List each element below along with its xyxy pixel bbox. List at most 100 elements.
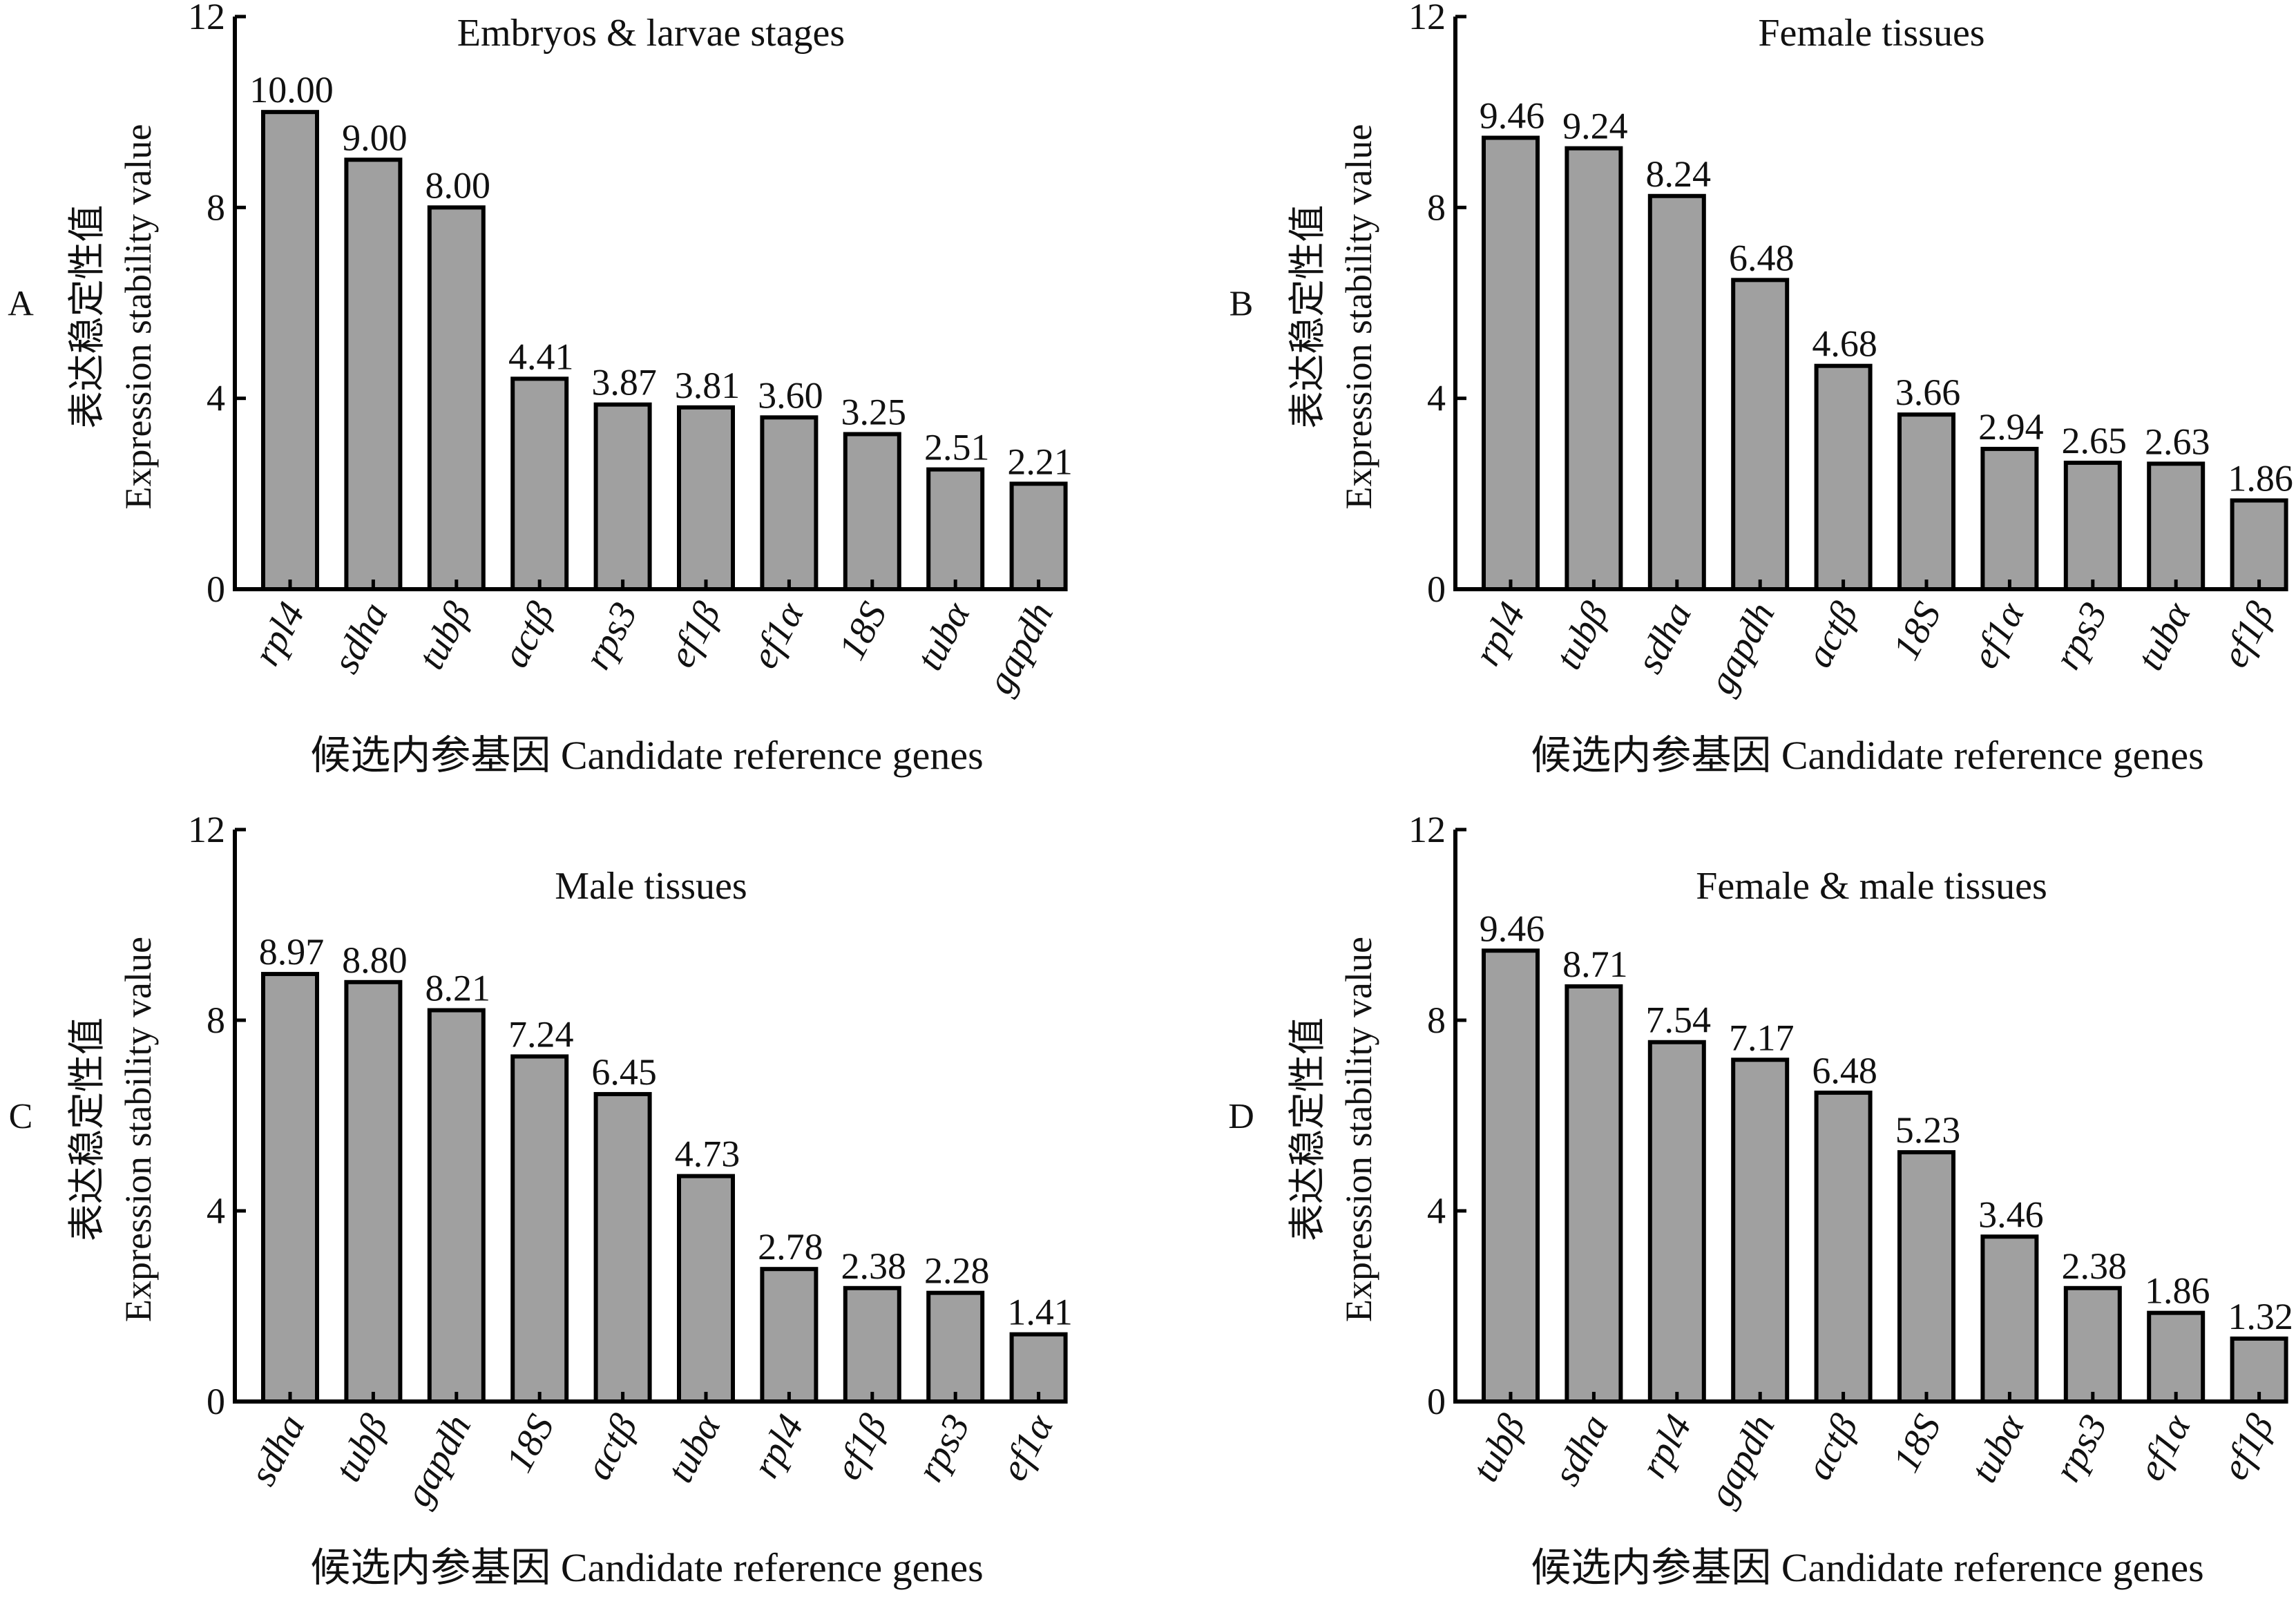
y-axis-title-cn: 表达稳定性值 [66,205,108,429]
x-axis-title: 候选内参基因 Candidate reference genes [310,1545,983,1590]
value-label: 3.60 [758,374,823,416]
y-tick-label: 8 [207,187,225,228]
bar-tubα [677,1174,735,1404]
category-label: 18S [497,1408,562,1479]
value-label: 3.87 [591,362,657,403]
category-label: 18S [1884,595,1949,667]
value-label: 6.45 [591,1051,657,1093]
chart-title: Female tissues [1758,12,1984,55]
category-label: rpl4 [744,1408,812,1485]
category-label: gapdh [396,1408,479,1513]
bar-actβ [593,1091,652,1404]
value-label: 2.38 [2062,1245,2127,1287]
value-label: 2.78 [758,1226,823,1268]
panel-d: D 表达稳定性值 Expression stability value Female … [1228,809,2293,1590]
value-label: 1.41 [1007,1292,1073,1333]
category-label: 18S [1884,1408,1949,1479]
panel-c: C 表达稳定性值 Expression stability value Male ti… [9,809,1073,1590]
bar-sdha [1565,984,1623,1404]
bar-actβ [510,376,569,592]
value-label: 4.41 [508,336,574,377]
category-label: tubα [2129,595,2200,678]
y-tick-label: 12 [188,809,225,850]
chart-title: Male tissues [555,865,747,908]
value-label: 1.32 [2228,1296,2293,1337]
y-axis-title-en: Expression stability value [117,937,159,1322]
panel-b: B 表达稳定性值 Expression stability value Female … [1230,0,2293,778]
category-label: rps3 [576,595,646,676]
category-label: actβ [577,1408,646,1486]
bar-rps3 [926,1290,985,1404]
bar-18S [1897,412,1955,592]
y-tick-label: 4 [207,1190,225,1232]
category-label: ef1α [992,1407,1062,1488]
bar-rpl4 [760,1267,819,1404]
panel-letter: B [1230,285,1254,324]
category-label: rpl4 [1466,595,1534,673]
bar-actβ [1814,1090,1873,1404]
value-label: 4.68 [1812,323,1877,365]
bar-tubβ [1565,146,1623,592]
value-label: 7.54 [1646,1000,1712,1041]
bar-ef1β [843,1285,901,1404]
bar-tubβ [1482,948,1540,1404]
value-label: 2.94 [1978,406,2044,448]
panel-letter: D [1228,1097,1254,1136]
y-axis-title-cn: 表达稳定性值 [66,1017,108,1241]
x-axis-title: 候选内参基因 Candidate reference genes [1531,733,2203,778]
bar-ef1α [2147,1310,2206,1404]
value-label: 8.24 [1646,153,1712,195]
category-label: rpl4 [245,595,314,673]
category-label: gapdh [1700,1408,1783,1513]
category-label: tubα [1962,1407,2034,1490]
value-label: 3.66 [1895,372,1961,413]
bar-rpl4 [1647,1040,1706,1404]
bar-sdha [1647,193,1706,591]
y-tick-label: 4 [207,378,225,419]
value-label: 2.28 [924,1250,990,1292]
value-label: 4.73 [675,1134,740,1175]
y-tick-label: 0 [207,1381,225,1422]
value-label: 6.48 [1812,1050,1877,1091]
bar-gapdh [1731,1058,1790,1404]
bar-sdha [261,972,319,1404]
bar-tubβ [344,979,403,1404]
category-label: tubα [908,595,979,678]
value-label: 1.86 [2145,1270,2210,1312]
value-label: 8.97 [259,931,325,973]
y-tick-label: 8 [1427,187,1446,228]
bar-rps3 [593,402,652,592]
y-tick-label: 4 [1427,1190,1446,1232]
y-tick-label: 0 [207,568,225,610]
category-label: rps3 [2046,1408,2116,1489]
bar-tubα [1980,1234,2039,1404]
value-label: 9.46 [1480,908,1545,949]
bar-actβ [1814,363,1873,591]
chart-title: Female & male tissues [1696,865,2047,908]
y-tick-label: 8 [1427,1000,1446,1041]
category-label: rpl4 [1632,1408,1701,1485]
category-label: 18S [830,595,895,667]
panel-letter: C [9,1097,33,1136]
bar-18S [1897,1150,1955,1404]
y-tick-label: 0 [1427,1381,1446,1422]
category-label: ef1α [1963,595,2033,676]
category-label: sdha [1628,595,1700,680]
bar-ef1α [1980,446,2039,592]
y-axis-title-en: Expression stability value [1338,124,1379,510]
value-label: 6.48 [1729,237,1795,278]
value-label: 5.23 [1895,1109,1961,1151]
value-label: 3.81 [675,365,740,406]
y-axis-title-en: Expression stability value [117,124,159,510]
y-axis-title-cn: 表达稳定性值 [1287,1017,1328,1241]
value-label: 8.71 [1562,944,1628,985]
bar-18S [843,432,901,592]
category-label: ef1β [826,1408,895,1486]
y-tick-label: 0 [1427,568,1446,610]
value-label: 2.51 [924,427,990,468]
value-label: 3.46 [1978,1194,2044,1235]
category-label: tubβ [1464,1408,1533,1489]
value-label: 7.17 [1729,1017,1795,1058]
category-label: tubβ [1547,595,1616,676]
category-label: actβ [494,595,563,674]
